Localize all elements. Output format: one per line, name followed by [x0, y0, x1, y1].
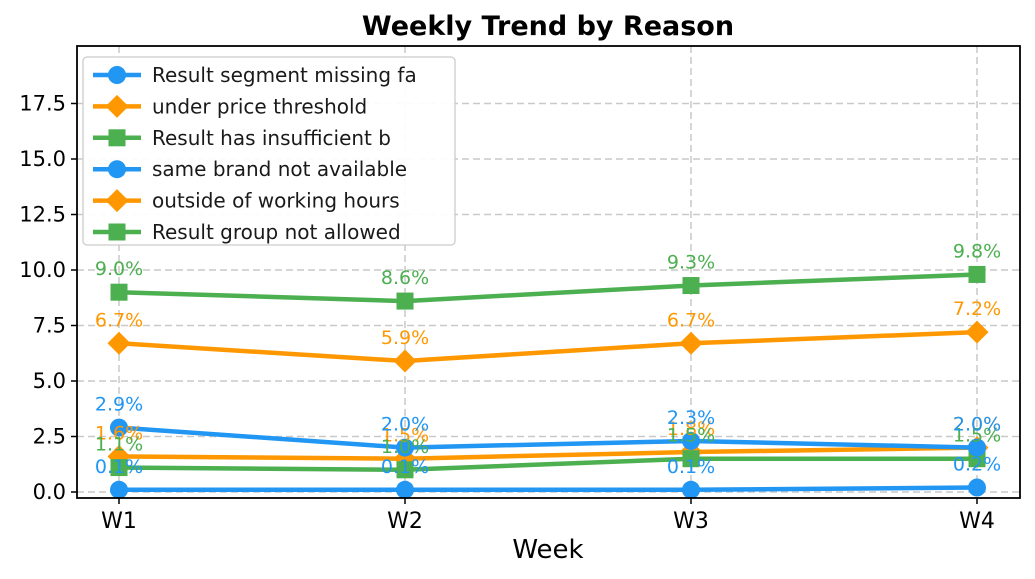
data-label: 7.2% — [953, 298, 1001, 320]
x-tick-label: W3 — [673, 509, 709, 534]
y-tick-label: 10.0 — [19, 258, 66, 282]
square-marker-icon — [110, 283, 128, 301]
y-tick-label: 17.5 — [19, 92, 66, 116]
data-label: 2.0% — [953, 414, 1001, 436]
square-marker-icon — [682, 277, 700, 295]
data-label: 2.9% — [95, 394, 143, 416]
data-labels: 0.1% 0.1% 0.1% 0.2%1.6% 1.5% 1.8% 2.0%1.1% 1.0%… — [95, 240, 1001, 477]
legend-item: Result has insufficient b — [93, 126, 391, 150]
chart-title: Weekly Trend by Reason — [362, 11, 734, 42]
legend-item-label: under price threshold — [152, 94, 367, 118]
data-label: 0.2% — [953, 454, 1001, 476]
data-label: 9.0% — [95, 258, 143, 280]
axes: 0.0 2.5 5.0 7.5 10.0 12.5 15.0 17.5 W1 W2 W3 W4 — [19, 45, 1021, 534]
square-marker-icon — [682, 450, 700, 468]
series-line — [116, 445, 980, 461]
legend-item-label: Result has insufficient b — [152, 126, 391, 150]
data-label: 2.0% — [381, 414, 429, 436]
legend-item: Result group not allowed — [93, 220, 401, 244]
series-line — [116, 425, 980, 450]
legend-item: same brand not available — [93, 157, 407, 181]
diamond-marker-icon — [105, 189, 129, 213]
data-label: 2.0% — [953, 414, 1001, 436]
legend-item-label: same brand not available — [152, 157, 407, 181]
legend-item-label: Result group not allowed — [152, 220, 401, 244]
circle-marker-icon — [682, 431, 700, 450]
square-marker-icon — [396, 461, 414, 479]
data-label: 8.6% — [381, 267, 429, 289]
x-tick-label: W2 — [387, 509, 423, 534]
square-marker-icon — [108, 129, 126, 147]
series-5 — [110, 265, 986, 310]
y-tick-label: 5.0 — [33, 369, 66, 393]
square-marker-icon — [110, 459, 128, 477]
data-label: 1.8% — [667, 418, 715, 440]
y-tick-label: 0.0 — [33, 480, 66, 504]
data-label: 6.7% — [667, 309, 715, 331]
data-label: 1.5% — [381, 425, 429, 447]
square-marker-icon — [396, 292, 414, 310]
circle-marker-icon — [108, 160, 126, 179]
diamond-marker-icon — [105, 94, 129, 118]
data-label: 9.3% — [667, 252, 715, 274]
series-2 — [110, 450, 986, 479]
x-tick-label: W4 — [959, 509, 995, 534]
series-line — [116, 485, 980, 493]
legend-item: under price threshold — [93, 94, 367, 118]
x-axis-label: Week — [512, 535, 583, 565]
data-label: 0.1% — [667, 456, 715, 478]
square-marker-icon — [968, 265, 986, 283]
circle-marker-icon — [396, 438, 414, 457]
legend-item: outside of working hours — [93, 189, 400, 213]
data-label: 1.6% — [95, 422, 143, 444]
legend-item-label: outside of working hours — [152, 189, 400, 213]
series-line — [116, 329, 980, 364]
series-line — [116, 272, 980, 304]
square-marker-icon — [108, 223, 126, 241]
diamond-marker-icon — [679, 331, 703, 355]
data-label: 0.1% — [381, 456, 429, 478]
series-0 — [110, 478, 986, 498]
diamond-marker-icon — [393, 349, 417, 373]
series-line — [116, 456, 980, 473]
diamond-marker-icon — [107, 331, 131, 355]
circle-marker-icon — [968, 438, 986, 457]
y-tick-label: 12.5 — [19, 203, 66, 227]
series-4 — [107, 320, 989, 373]
series-3 — [110, 418, 986, 457]
circle-marker-icon — [110, 418, 128, 437]
circle-marker-icon — [396, 480, 414, 498]
y-tick-label: 2.5 — [33, 425, 66, 449]
data-label: 1.0% — [381, 436, 429, 458]
legend-item: Result segment missing fa — [93, 63, 417, 87]
diamond-marker-icon — [965, 320, 989, 344]
circle-marker-icon — [968, 478, 986, 497]
circle-marker-icon — [110, 480, 128, 498]
y-tick-label: 15.0 — [19, 147, 66, 171]
y-tick-label: 7.5 — [33, 314, 66, 338]
legend: Result segment missing fa under price thr… — [82, 56, 456, 246]
data-label: 1.1% — [95, 434, 143, 456]
data-label: 5.9% — [381, 327, 429, 349]
x-tick-label: W1 — [101, 509, 137, 534]
circle-marker-icon — [682, 480, 700, 498]
data-label: 1.5% — [667, 425, 715, 447]
series-layer — [107, 265, 989, 498]
plot-border — [76, 45, 1021, 499]
data-label: 6.7% — [95, 309, 143, 331]
legend-box — [82, 56, 456, 246]
data-label: 9.8% — [953, 240, 1001, 262]
legend-item-label: Result segment missing fa — [152, 63, 417, 87]
circle-marker-icon — [108, 66, 126, 84]
data-label: 2.3% — [667, 407, 715, 429]
data-label: 1.5% — [953, 425, 1001, 447]
data-label: 0.1% — [95, 456, 143, 478]
